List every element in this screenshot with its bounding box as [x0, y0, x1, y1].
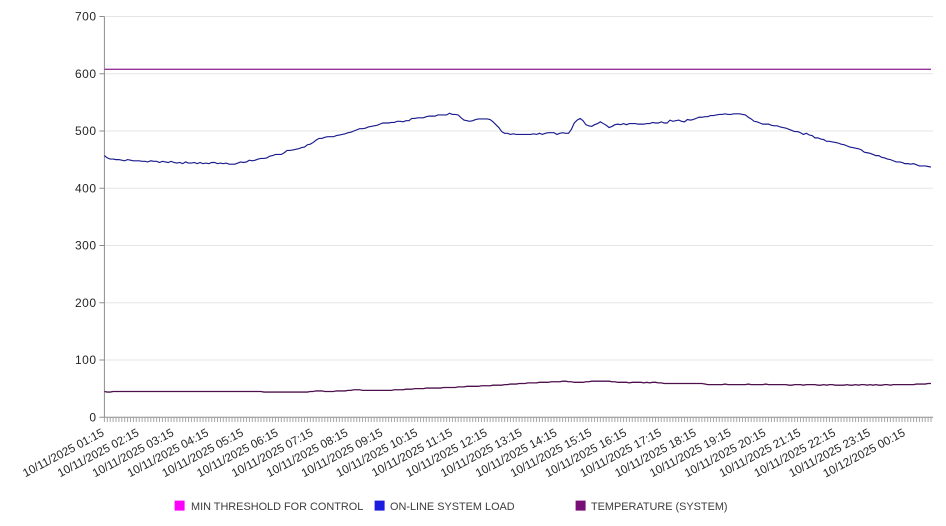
svg-text:100: 100 — [75, 353, 97, 367]
svg-text:TEMPERATURE (SYSTEM): TEMPERATURE (SYSTEM) — [591, 501, 728, 513]
svg-text:ON-LINE SYSTEM LOAD: ON-LINE SYSTEM LOAD — [390, 501, 515, 513]
svg-text:MIN THRESHOLD FOR CONTROL: MIN THRESHOLD FOR CONTROL — [191, 501, 363, 513]
svg-text:200: 200 — [75, 296, 97, 310]
svg-text:600: 600 — [75, 67, 97, 81]
svg-text:700: 700 — [75, 10, 97, 24]
svg-text:500: 500 — [75, 124, 97, 138]
svg-text:400: 400 — [75, 181, 97, 195]
svg-text:300: 300 — [75, 239, 97, 253]
svg-text:0: 0 — [89, 410, 96, 424]
